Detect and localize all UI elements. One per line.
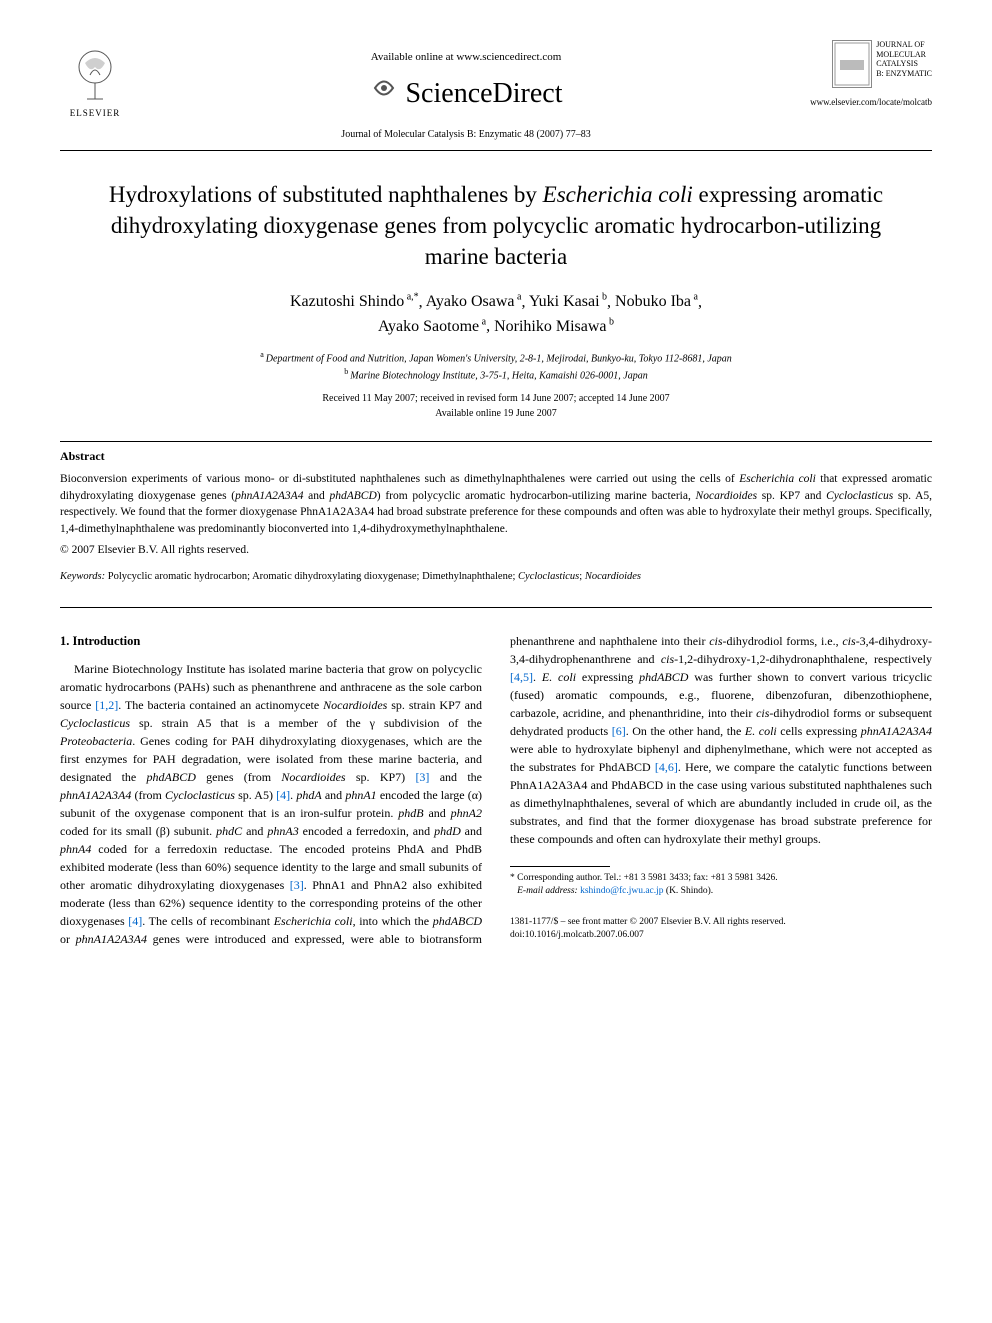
footnote-email-line: E-mail address: kshindo@fc.jwu.ac.jp (K.… <box>510 885 932 898</box>
authors-list: Kazutoshi Shindo a,*, Ayako Osawa a, Yuk… <box>60 290 932 339</box>
journal-logo-line: CATALYSIS <box>876 59 932 69</box>
journal-cover-icon <box>832 40 872 88</box>
section-1-heading: 1. Introduction <box>60 632 482 651</box>
sciencedirect-icon <box>369 73 399 113</box>
footnote-email-label: E-mail address: <box>517 886 578 896</box>
author: Norihiko Misawa b <box>494 318 614 335</box>
citation-link[interactable]: [4,5] <box>510 670 533 684</box>
received-date: Received 11 May 2007; received in revise… <box>60 391 932 406</box>
abstract-text: Bioconversion experiments of various mon… <box>60 471 932 538</box>
author: Ayako Saotome a <box>378 318 486 335</box>
elsevier-tree-icon <box>65 45 125 105</box>
citation-link[interactable]: [3] <box>290 878 304 892</box>
elsevier-logo: ELSEVIER <box>60 40 130 120</box>
journal-logo-text: JOURNAL OF MOLECULAR CATALYSIS B: ENZYMA… <box>876 40 932 78</box>
author: Kazutoshi Shindo a,* <box>290 293 419 310</box>
citation-link[interactable]: [1,2] <box>95 698 118 712</box>
elsevier-label: ELSEVIER <box>70 107 121 120</box>
journal-reference: Journal of Molecular Catalysis B: Enzyma… <box>130 128 802 142</box>
page-footer: 1381-1177/$ – see front matter © 2007 El… <box>510 916 932 943</box>
available-online-text: Available online at www.sciencedirect.co… <box>130 50 802 65</box>
body-columns: 1. Introduction Marine Biotechnology Ins… <box>60 632 932 949</box>
title-rule <box>60 441 932 442</box>
footer-line-2: doi:10.1016/j.molcatb.2007.06.007 <box>510 929 932 942</box>
journal-logo-block: JOURNAL OF MOLECULAR CATALYSIS B: ENZYMA… <box>802 40 932 109</box>
journal-logo-line: B: ENZYMATIC <box>876 69 932 79</box>
corresponding-author-footnote: * Corresponding author. Tel.: +81 3 5981… <box>510 872 932 899</box>
keywords: Keywords: Polycyclic aromatic hydrocarbo… <box>60 570 932 585</box>
citation-link[interactable]: [4] <box>128 914 142 928</box>
center-header: Available online at www.sciencedirect.co… <box>130 40 802 142</box>
footnote-email-link[interactable]: kshindo@fc.jwu.ac.jp <box>580 886 663 896</box>
header-rule <box>60 150 932 151</box>
citation-link[interactable]: [4] <box>276 788 290 802</box>
footnote-email-person: (K. Shindo). <box>666 886 713 896</box>
author: Yuki Kasai b <box>529 293 607 310</box>
author: Ayako Osawa a <box>426 293 522 310</box>
abstract-rule <box>60 607 932 608</box>
page-header: ELSEVIER Available online at www.science… <box>60 40 932 142</box>
citation-link[interactable]: [3] <box>415 770 429 784</box>
footer-line-1: 1381-1177/$ – see front matter © 2007 El… <box>510 916 932 929</box>
author: Nobuko Iba a <box>615 293 698 310</box>
citation-link[interactable]: [4,6] <box>655 760 678 774</box>
article-title: Hydroxylations of substituted naphthalen… <box>100 179 892 272</box>
footnote-separator <box>510 866 610 867</box>
journal-url: www.elsevier.com/locate/molcatb <box>802 96 932 109</box>
abstract-heading: Abstract <box>60 448 932 465</box>
online-date: Available online 19 June 2007 <box>60 406 932 421</box>
abstract-copyright: © 2007 Elsevier B.V. All rights reserved… <box>60 542 932 558</box>
journal-logo-line: MOLECULAR <box>876 50 932 60</box>
article-dates: Received 11 May 2007; received in revise… <box>60 391 932 421</box>
footnote-corr: * Corresponding author. Tel.: +81 3 5981… <box>510 872 932 885</box>
sciencedirect-logo: ScienceDirect <box>130 73 802 113</box>
citation-link[interactable]: [6] <box>612 724 626 738</box>
journal-logo-line: JOURNAL OF <box>876 40 932 50</box>
sciencedirect-text: ScienceDirect <box>405 74 562 113</box>
affiliations: a Department of Food and Nutrition, Japa… <box>60 349 932 384</box>
